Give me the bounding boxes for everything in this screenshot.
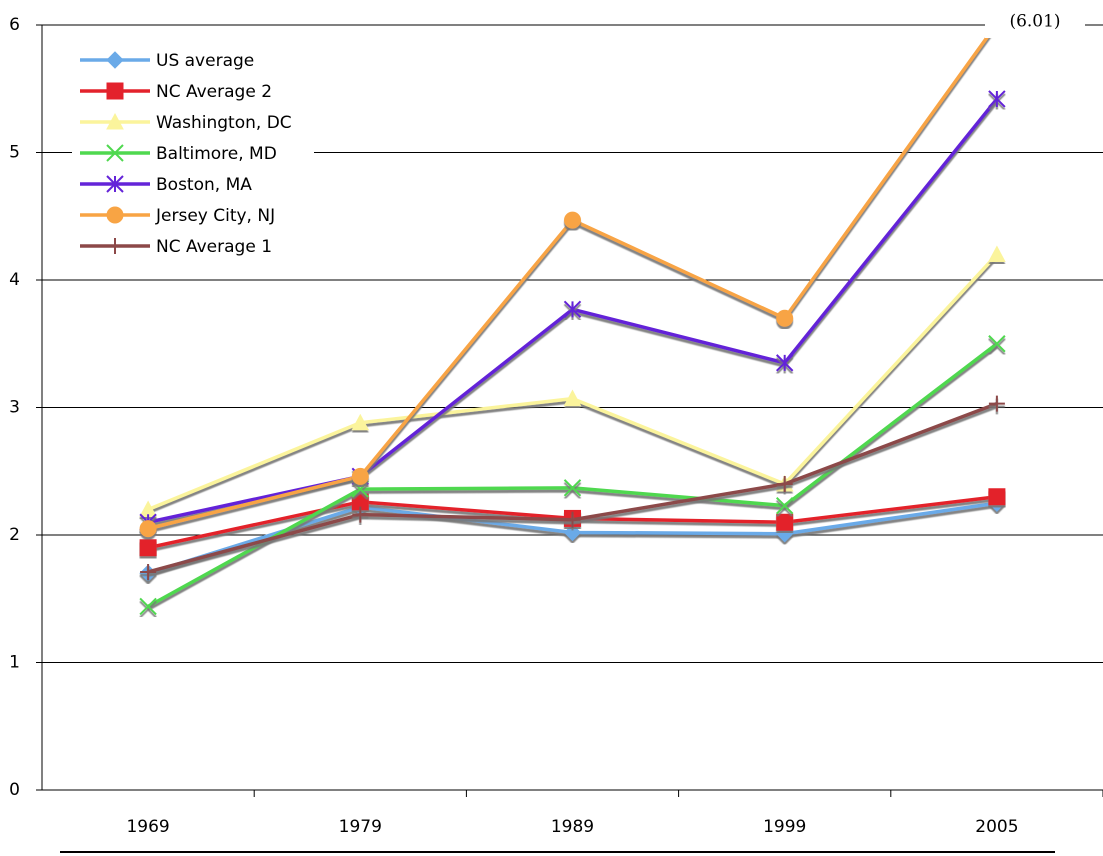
x-tick-label: 2005 <box>975 817 1018 837</box>
marker <box>106 82 124 100</box>
marker <box>106 112 124 130</box>
marker <box>106 144 124 162</box>
marker <box>988 488 1006 506</box>
marker <box>139 520 157 538</box>
marker <box>563 389 582 407</box>
annotation-bg <box>985 8 1085 38</box>
marker <box>139 597 157 616</box>
marker <box>351 413 370 431</box>
series-line <box>147 253 999 512</box>
annotation: (6.01) <box>1009 12 1060 32</box>
legend-label: NC Average 1 <box>156 237 272 257</box>
marker <box>776 476 793 492</box>
x-tick-label: 1989 <box>551 817 594 837</box>
x-tick-label: 1979 <box>339 817 382 837</box>
series-line <box>147 342 998 608</box>
plot-area: (6.01) <box>139 8 1085 616</box>
legend-label: Washington, DC <box>156 113 292 133</box>
legend: US average NC Average 2 Washington, DC Balt… <box>72 32 314 261</box>
y-tick-label: 4 <box>9 270 20 290</box>
marker <box>775 496 794 515</box>
y-tick-label: 1 <box>9 653 20 673</box>
marker <box>775 354 794 372</box>
marker <box>140 563 157 580</box>
marker <box>988 90 1006 108</box>
marker <box>776 309 794 327</box>
x-tick-label: 1999 <box>763 817 806 837</box>
legend-label: Jersey City, NJ <box>155 206 275 226</box>
legend-label: US average <box>156 51 254 71</box>
marker <box>988 245 1006 262</box>
y-tick-label: 6 <box>9 15 20 35</box>
marker <box>139 539 157 557</box>
marker <box>563 479 582 497</box>
marker <box>107 238 123 254</box>
y-tick-label: 0 <box>9 780 20 800</box>
marker <box>351 467 369 485</box>
marker <box>563 300 582 319</box>
marker <box>106 175 124 193</box>
marker <box>988 335 1006 353</box>
marker <box>352 506 369 523</box>
marker <box>776 513 794 531</box>
marker <box>106 206 124 224</box>
y-tick-label: 3 <box>9 398 20 418</box>
marker <box>106 51 124 69</box>
marker <box>564 211 581 229</box>
y-tick-label: 5 <box>9 143 20 163</box>
marker <box>351 480 370 498</box>
marker <box>563 523 582 542</box>
legend-label: Boston, MA <box>156 175 252 195</box>
marker <box>988 395 1005 412</box>
legend-label: Baltimore, MD <box>156 144 277 164</box>
legend-label: NC Average 2 <box>156 82 272 102</box>
x-tick-label: 1969 <box>126 817 169 837</box>
y-tick-label: 2 <box>9 525 20 545</box>
marker <box>564 511 581 528</box>
